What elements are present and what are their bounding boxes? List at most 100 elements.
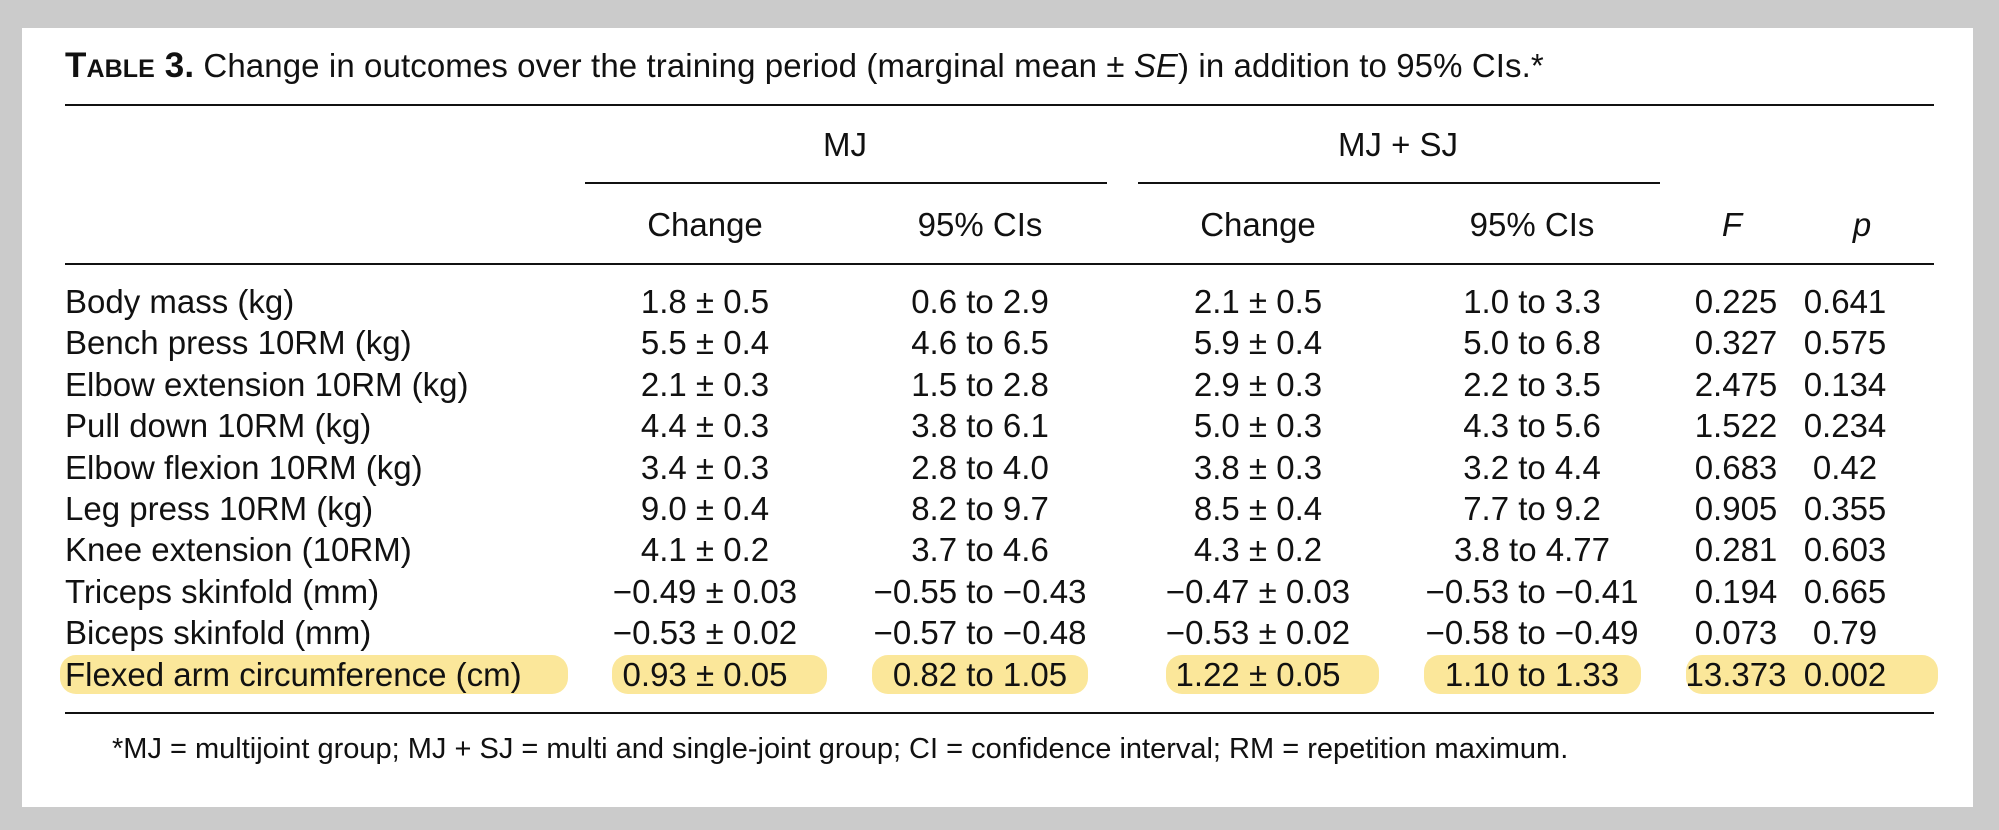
cell-mjsj-ci: 1.0 to 3.3: [1463, 283, 1601, 320]
cell-p: 0.575: [1803, 324, 1887, 362]
cell-p: 0.79: [1812, 614, 1878, 652]
row-label: Leg press 10RM (kg): [65, 489, 374, 527]
cell-mj-change: 0.93 ± 0.05: [622, 655, 788, 693]
cell-f: 2.475: [1694, 365, 1778, 403]
cell-p: 0.002: [1803, 655, 1887, 693]
caption-se: SE: [1133, 47, 1179, 84]
caption-text-b: ) in addition to 95% CIs.*: [1178, 47, 1544, 84]
table-frame: Table 3. Change in outcomes over the tra…: [22, 28, 1973, 807]
cell-mj-change: −0.53 ± 0.02: [612, 614, 798, 652]
cell-mjsj-change: 2.1 ± 0.5: [1193, 283, 1323, 320]
row-label: Elbow extension 10RM (kg): [65, 365, 469, 403]
cell-f: 0.905: [1694, 489, 1778, 527]
top-rule: [65, 104, 1934, 106]
subheader-mj-ci: 95% CIs: [917, 206, 1043, 243]
cell-mj-change: 3.4 ± 0.3: [640, 448, 770, 486]
row-label: Triceps skinfold (mm): [65, 572, 380, 610]
row-label: Flexed arm circumference (cm): [65, 655, 522, 693]
group-header-mjsj: MJ + SJ: [1337, 126, 1459, 163]
highlight-mark: [612, 654, 827, 694]
cell-mj-ci: 0.6 to 2.9: [911, 283, 1049, 320]
row-label: Body mass (kg): [65, 283, 295, 320]
caption-text-a: Change in outcomes over the training per…: [194, 47, 1134, 84]
cell-mjsj-ci: 1.10 to 1.33: [1444, 655, 1620, 693]
table-row: Body mass (kg) 1.8 ± 0.5 0.6 to 2.9 2.1 ± 0…: [22, 281, 1973, 322]
table-body: Body mass (kg) 1.8 ± 0.5 0.6 to 2.9 2.1 ± 0…: [22, 281, 1973, 695]
cell-mjsj-change: 2.9 ± 0.3: [1193, 365, 1323, 403]
cell-p: 0.355: [1803, 489, 1887, 527]
table-row: Elbow flexion 10RM (kg) 3.4 ± 0.3 2.8 to 4…: [22, 447, 1973, 488]
cell-f: 0.225: [1694, 283, 1778, 320]
cell-p: 0.665: [1803, 572, 1887, 610]
table-row: Elbow extension 10RM (kg) 2.1 ± 0.3 1.5 to…: [22, 364, 1973, 405]
highlight-mark: [1686, 654, 1938, 694]
cell-p: 0.603: [1803, 531, 1887, 569]
highlight-mark: [872, 654, 1088, 694]
cell-mj-change: 5.5 ± 0.4: [640, 324, 770, 362]
cell-mjsj-change: 4.3 ± 0.2: [1193, 531, 1323, 569]
cell-mj-ci: 0.82 to 1.05: [892, 655, 1068, 693]
table-row: Biceps skinfold (mm) −0.53 ± 0.02 −0.57 to…: [22, 612, 1973, 653]
row-label: Pull down 10RM (kg): [65, 407, 372, 445]
table-row: Knee extension (10RM) 4.1 ± 0.2 3.7 to 4.6…: [22, 529, 1973, 570]
cell-p: 0.641: [1803, 283, 1887, 320]
cell-mj-change: 4.4 ± 0.3: [640, 407, 770, 445]
cell-mjsj-change: −0.47 ± 0.03: [1165, 572, 1351, 610]
highlight-mark: [60, 654, 568, 694]
cell-mjsj-ci: −0.58 to −0.49: [1425, 614, 1639, 652]
group-rule-mj: [585, 182, 1107, 184]
cell-mjsj-ci: 3.8 to 4.77: [1454, 531, 1610, 569]
cell-mjsj-change: 5.0 ± 0.3: [1193, 407, 1323, 445]
table-row: Flexed arm circumference (cm) 0.93 ± 0.05…: [22, 654, 1973, 695]
bottom-rule: [65, 712, 1934, 714]
cell-mjsj-ci: −0.53 to −0.41: [1425, 572, 1639, 610]
cell-f: 0.073: [1694, 614, 1778, 652]
group-rule-mjsj: [1138, 182, 1660, 184]
cell-f: 0.281: [1694, 531, 1778, 569]
table-row: Pull down 10RM (kg) 4.4 ± 0.3 3.8 to 6.1 5.…: [22, 405, 1973, 446]
cell-mjsj-change: 5.9 ± 0.4: [1193, 324, 1323, 362]
cell-p: 0.134: [1803, 365, 1887, 403]
table-row: Triceps skinfold (mm) −0.49 ± 0.03 −0.55 t…: [22, 571, 1973, 612]
subheader-mjsj-change: Change: [1200, 206, 1316, 243]
subheader-mjsj-ci: 95% CIs: [1469, 206, 1595, 243]
cell-p: 0.42: [1812, 448, 1878, 486]
cell-mj-ci: 2.8 to 4.0: [911, 448, 1049, 486]
cell-mj-ci: 3.8 to 6.1: [911, 407, 1049, 445]
cell-mj-ci: −0.55 to −0.43: [873, 572, 1087, 610]
highlight-mark: [1166, 654, 1379, 694]
cell-mjsj-ci: 3.2 to 4.4: [1463, 448, 1601, 486]
header-rule: [65, 263, 1934, 265]
cell-mjsj-change: 8.5 ± 0.4: [1193, 489, 1323, 527]
cell-mj-ci: −0.57 to −0.48: [873, 614, 1087, 652]
table-footnote: *MJ = multijoint group; MJ + SJ = multi …: [112, 733, 1569, 765]
row-label: Knee extension (10RM): [65, 531, 412, 569]
table-label: Table 3.: [65, 46, 195, 85]
cell-f: 13.373: [1685, 655, 1787, 693]
cell-f: 1.522: [1694, 407, 1778, 445]
cell-mj-ci: 8.2 to 9.7: [911, 489, 1049, 527]
cell-mjsj-ci: 4.3 to 5.6: [1463, 407, 1601, 445]
row-label: Bench press 10RM (kg): [65, 324, 412, 362]
cell-mj-change: 1.8 ± 0.5: [640, 283, 770, 320]
cell-mjsj-ci: 2.2 to 3.5: [1463, 365, 1601, 403]
table-row: Leg press 10RM (kg) 9.0 ± 0.4 8.2 to 9.7 8.…: [22, 488, 1973, 529]
cell-f: 0.683: [1694, 448, 1778, 486]
cell-mjsj-change: 1.22 ± 0.05: [1175, 655, 1341, 693]
row-label: Biceps skinfold (mm): [65, 614, 372, 652]
cell-p: 0.234: [1803, 407, 1887, 445]
table-caption: Table 3. Change in outcomes over the tra…: [65, 46, 1544, 86]
cell-mj-ci: 3.7 to 4.6: [911, 531, 1049, 569]
cell-mjsj-ci: 7.7 to 9.2: [1463, 489, 1601, 527]
cell-mj-change: 4.1 ± 0.2: [640, 531, 770, 569]
cell-mjsj-change: 3.8 ± 0.3: [1193, 448, 1323, 486]
cell-mj-change: 2.1 ± 0.3: [640, 365, 770, 403]
table-row: Bench press 10RM (kg) 5.5 ± 0.4 4.6 to 6.5…: [22, 322, 1973, 363]
highlight-mark: [1424, 654, 1641, 694]
cell-mj-change: −0.49 ± 0.03: [612, 572, 798, 610]
cell-mjsj-ci: 5.0 to 6.8: [1463, 324, 1601, 362]
cell-f: 0.327: [1694, 324, 1778, 362]
cell-mj-change: 9.0 ± 0.4: [640, 489, 770, 527]
cell-mj-ci: 4.6 to 6.5: [911, 324, 1049, 362]
cell-mjsj-change: −0.53 ± 0.02: [1165, 614, 1351, 652]
